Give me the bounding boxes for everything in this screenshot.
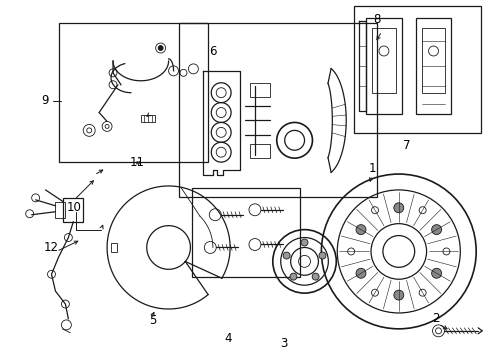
Circle shape [394,290,404,300]
Bar [366,18,402,113]
Circle shape [301,239,308,246]
Text: 4: 4 [224,332,232,345]
Text: 2: 2 [432,312,439,325]
Circle shape [319,252,326,259]
Text: 9: 9 [41,94,49,107]
Circle shape [158,46,163,50]
Circle shape [283,252,290,259]
Bar [416,18,451,113]
Text: 3: 3 [280,337,288,350]
Bar [250,144,270,158]
Bar [111,243,117,252]
Text: 1: 1 [368,162,376,175]
Text: 12: 12 [44,241,59,254]
Bar [354,6,481,133]
Text: 10: 10 [67,201,82,214]
Circle shape [432,225,441,235]
Circle shape [356,225,366,235]
Bar [372,28,396,93]
Text: 11: 11 [129,156,145,168]
Text: 5: 5 [149,314,156,327]
Text: 6: 6 [210,45,217,58]
Bar [59,23,208,162]
Text: 8: 8 [373,13,381,26]
Bar [193,188,299,277]
Circle shape [290,273,297,280]
Circle shape [394,203,404,213]
Bar [421,28,445,93]
Circle shape [432,268,441,278]
Bar [141,114,155,122]
Bar [55,202,65,218]
Circle shape [312,273,319,280]
Circle shape [356,268,366,278]
Bar [178,23,377,197]
Text: 7: 7 [403,139,411,152]
Bar [250,83,270,96]
Bar [63,198,83,222]
